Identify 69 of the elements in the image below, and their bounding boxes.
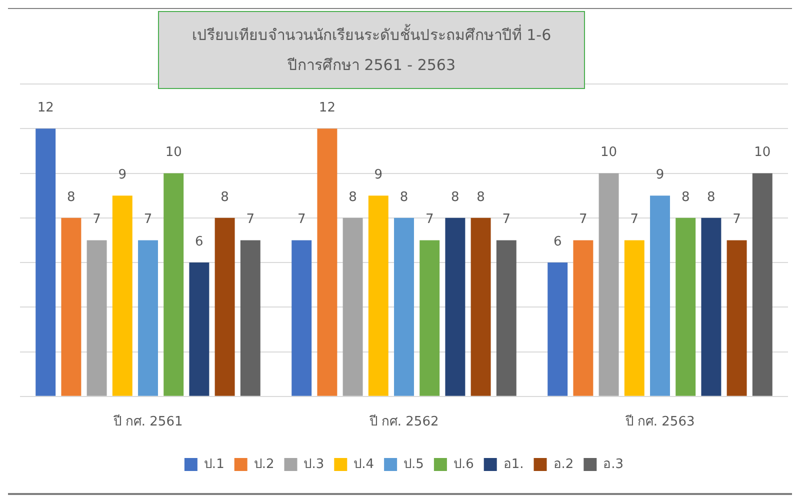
chart-title: เปรียบเทียบจำนวนนักเรียนระดับชั้นประถมศึกษาปีที่ 1-6 xyxy=(190,23,552,46)
bar xyxy=(240,240,260,396)
bar xyxy=(650,196,670,396)
data-label: 7 xyxy=(144,212,152,228)
bar xyxy=(368,196,388,396)
bar xyxy=(394,218,414,396)
data-label: 10 xyxy=(600,145,618,160)
bar xyxy=(138,240,158,396)
legend-label: ป.5 xyxy=(404,456,424,472)
bar xyxy=(624,240,644,396)
x-tick-label: ปี กศ. 2562 xyxy=(368,414,439,430)
legend-label: ป.1 xyxy=(204,456,224,472)
data-label: 7 xyxy=(579,212,588,228)
data-label: 6 xyxy=(553,234,562,250)
data-label: 8 xyxy=(400,190,408,205)
bar xyxy=(445,218,466,396)
bar xyxy=(112,196,132,396)
bar xyxy=(701,218,722,396)
data-label: 7 xyxy=(630,212,639,228)
bar xyxy=(598,173,619,396)
legend-label: อ1. xyxy=(503,456,524,472)
data-label: 8 xyxy=(707,190,716,205)
bar xyxy=(752,173,772,396)
data-label: 7 xyxy=(246,212,255,228)
data-label: 8 xyxy=(67,190,76,205)
bar xyxy=(420,240,440,396)
data-label: 10 xyxy=(754,145,771,160)
data-label: 9 xyxy=(118,167,127,182)
data-label: 12 xyxy=(318,100,336,116)
bar xyxy=(726,240,747,396)
data-label: 7 xyxy=(297,212,306,228)
bar xyxy=(189,262,210,396)
legend-label: อ.3 xyxy=(603,456,624,472)
bar xyxy=(292,240,312,396)
bar xyxy=(61,218,82,396)
data-label: 10 xyxy=(165,145,182,160)
x-tick-label: ปี กศ. 2563 xyxy=(624,414,695,430)
legend-label: ป.6 xyxy=(453,456,474,472)
bar xyxy=(496,240,516,396)
bar xyxy=(676,218,696,396)
data-label: 7 xyxy=(425,212,434,228)
bar xyxy=(164,173,184,396)
x-tick-label: ปี กศ. 2561 xyxy=(112,414,183,430)
chart-subtitle: ปีการศึกษา 2561 - 2563 xyxy=(286,55,457,76)
bar xyxy=(36,128,56,396)
legend-label: ป.4 xyxy=(354,456,374,472)
bar xyxy=(470,218,491,396)
bar xyxy=(342,218,363,396)
data-label: 8 xyxy=(348,190,357,205)
data-label: 8 xyxy=(451,190,460,205)
data-label: 7 xyxy=(732,212,741,228)
data-label: 8 xyxy=(681,190,690,205)
bar xyxy=(86,240,107,396)
data-label: 8 xyxy=(220,190,229,205)
bar xyxy=(214,218,235,396)
legend-label: ป.3 xyxy=(304,456,324,472)
legend-label: ป.2 xyxy=(254,456,274,472)
data-label: 9 xyxy=(656,167,664,182)
data-label: 6 xyxy=(195,234,204,250)
bar xyxy=(548,262,568,396)
data-label: 7 xyxy=(502,212,511,228)
data-label: 8 xyxy=(476,190,485,205)
bar xyxy=(317,128,338,396)
legend-label: อ.2 xyxy=(553,456,574,472)
title-box: เปรียบเทียบจำนวนนักเรียนระดับชั้นประถมศึกษาปีที่ 1-6 ปีการศึกษา 2561 - 2563 xyxy=(158,11,585,89)
data-label: 7 xyxy=(92,212,101,228)
data-label: 12 xyxy=(37,100,54,116)
data-label: 9 xyxy=(374,167,383,182)
bar xyxy=(573,240,594,396)
